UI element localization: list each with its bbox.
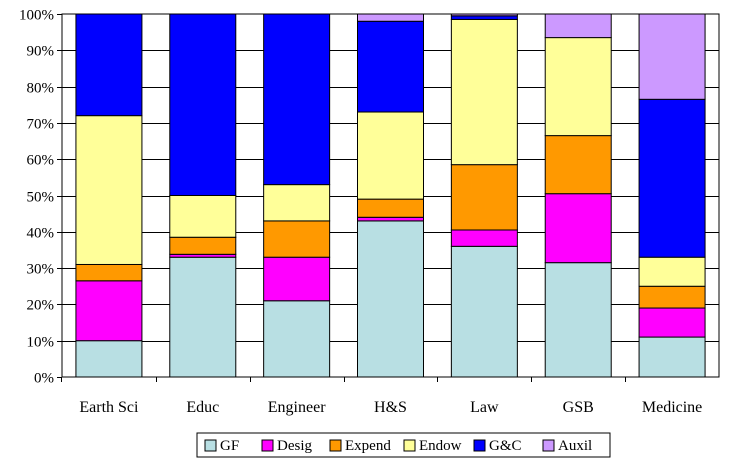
legend: GF Desig Expend Endow G&C Auxil <box>196 432 611 458</box>
y-tick-label: 70% <box>27 117 55 133</box>
plot-area: 0% 10% 20% 30% 40% 50% 60% 70% 80% 90% 100% Earth S… <box>19 8 720 416</box>
legend-swatch-desig <box>261 439 274 452</box>
legend-swatch-gf <box>204 439 217 452</box>
bar-segment-endow <box>638 256 706 287</box>
bar-segment-g-c <box>263 13 331 186</box>
bar-segment-expend <box>263 220 331 258</box>
bar-segment-g-c <box>75 13 143 117</box>
bar-segment-endow <box>263 184 331 222</box>
bar-segment-endow <box>75 115 143 265</box>
bar-segment-endow <box>169 195 237 238</box>
bar-segment-endow <box>544 37 612 137</box>
legend-swatch-expend <box>329 439 342 452</box>
x-tick-label: Engineer <box>268 399 326 416</box>
bar-segment-gf <box>450 245 518 378</box>
bar-segment-expend <box>357 198 424 218</box>
bar-segment-expend <box>169 236 237 255</box>
y-tick-label: 0% <box>34 371 54 387</box>
bar-segment-desig <box>75 280 143 342</box>
bar-segment-endow <box>357 111 424 200</box>
legend-label: G&C <box>489 438 522 454</box>
bar-segment-expend <box>544 135 612 195</box>
x-tick-label: Earth Sci <box>79 399 139 416</box>
bar-segment-desig <box>263 256 331 302</box>
y-tick-label: 20% <box>27 298 55 314</box>
bar-segment-auxil <box>450 13 518 17</box>
bar-segment-g-c <box>638 98 706 258</box>
y-tick-label: 80% <box>27 81 55 97</box>
x-tick-label: Law <box>470 399 499 416</box>
bar-segment-auxil <box>357 13 424 22</box>
bar-segment-auxil <box>638 13 706 100</box>
x-tick-label: Educ <box>186 399 219 416</box>
bar-segment-gf <box>357 220 424 378</box>
bar-segment-desig <box>357 216 424 222</box>
bar-segment-expend <box>75 263 143 282</box>
bar-segment-gf <box>169 256 237 378</box>
bar-segment-g-c <box>357 20 424 113</box>
y-tick-label: 50% <box>27 190 55 206</box>
bar-segment-g-c <box>169 13 237 196</box>
y-tick-label: 60% <box>27 153 55 169</box>
y-tick-label: 100% <box>19 8 54 24</box>
bar-segment-gf <box>263 300 331 378</box>
legend-label: GF <box>220 438 239 454</box>
bar-segment-auxil <box>544 13 612 39</box>
y-tick-label: 10% <box>27 335 55 351</box>
y-tick-label: 40% <box>27 226 55 242</box>
bar-segment-desig <box>450 229 518 247</box>
legend-swatch-g-c <box>473 439 486 452</box>
legend-label: Auxil <box>558 438 592 454</box>
bar-segment-endow <box>450 18 518 166</box>
bar-segment-g-c <box>450 15 518 20</box>
x-tick-label: GSB <box>563 399 594 416</box>
legend-label: Desig <box>277 438 312 454</box>
x-tick-label: H&S <box>374 399 407 416</box>
y-tick-label: 30% <box>27 262 55 278</box>
legend-label: Endow <box>419 438 462 454</box>
y-tick-label: 90% <box>27 44 55 60</box>
bar-segment-expend <box>638 285 706 309</box>
bar-segment-desig <box>638 307 706 338</box>
bar-segment-gf <box>75 340 143 378</box>
x-tick-label: Medicine <box>642 399 702 416</box>
legend-swatch-auxil <box>542 439 555 452</box>
legend-swatch-endow <box>403 439 416 452</box>
bar-segment-gf <box>638 336 706 378</box>
bar-segment-desig <box>544 193 612 264</box>
bar-segment-gf <box>544 262 612 378</box>
legend-label: Expend <box>345 438 391 454</box>
bar-segment-expend <box>450 164 518 231</box>
